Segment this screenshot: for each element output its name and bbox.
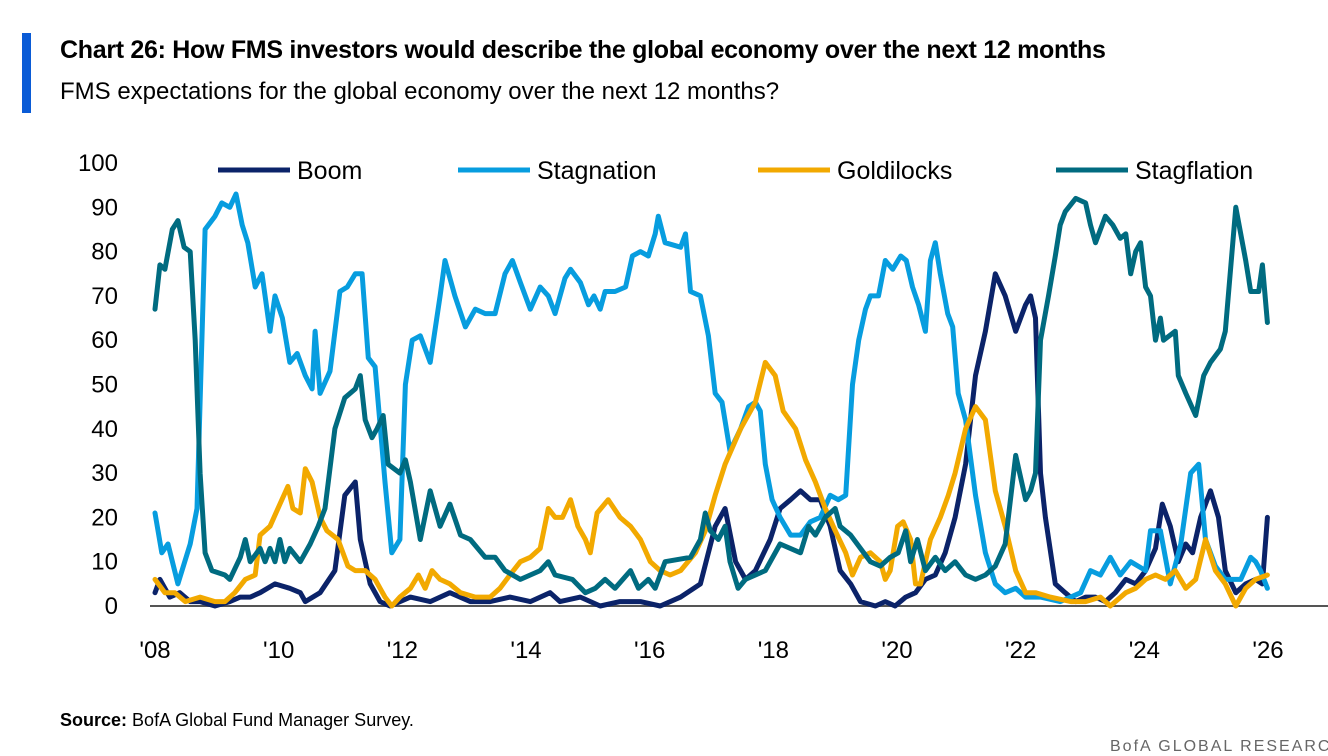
chart-subtitle: FMS expectations for the global economy … [60, 78, 780, 105]
source-note: Source: BofA Global Fund Manager Survey. [60, 710, 414, 731]
x-tick-label: '24 [1129, 637, 1160, 664]
legend-item-goldilocks: Goldilocks [758, 157, 952, 185]
legend-label: Boom [297, 157, 362, 185]
legend-label: Stagnation [537, 157, 657, 185]
x-tick-label: '14 [510, 637, 541, 664]
y-tick-label: 90 [91, 194, 118, 221]
x-tick-label: '10 [263, 637, 294, 664]
y-tick-label: 50 [91, 372, 118, 399]
x-tick-label: '26 [1252, 637, 1283, 664]
y-tick-label: 20 [91, 504, 118, 531]
legend-item-stagnation: Stagnation [458, 157, 657, 185]
legend-item-boom: Boom [218, 157, 362, 185]
y-tick-label: 60 [91, 327, 118, 354]
legend-item-stagflation: Stagflation [1056, 157, 1253, 185]
legend-label: Goldilocks [837, 157, 952, 185]
title-accent-bar [22, 33, 31, 113]
x-tick-label: '20 [881, 637, 912, 664]
legend-label: Stagflation [1135, 157, 1253, 185]
legend: Boom Stagnation Goldilocks Stagflation [218, 157, 1253, 185]
y-tick-label: 30 [91, 460, 118, 487]
x-axis-ticks: '08 '10 '12 '14 '16 '18 '20 '22 '24 '26 [139, 637, 1283, 664]
x-tick-label: '18 [758, 637, 789, 664]
brand-watermark: BofA GLOBAL RESEARCH [1110, 738, 1328, 755]
y-tick-label: 80 [91, 239, 118, 266]
y-tick-label: 70 [91, 283, 118, 310]
source-label: Source: [60, 710, 128, 730]
series-line-stagflation [152, 195, 1270, 596]
source-text: BofA Global Fund Manager Survey. [132, 710, 414, 730]
series-lines [152, 191, 1270, 609]
series-line-boom [152, 271, 1270, 609]
y-tick-label: 0 [105, 593, 118, 620]
y-tick-label: 40 [91, 416, 118, 443]
y-axis-ticks: 0 10 20 30 40 50 60 70 80 90 100 [78, 150, 118, 620]
series-line-goldilocks [152, 359, 1270, 609]
x-tick-label: '16 [634, 637, 665, 664]
series-line-stagnation [152, 191, 1270, 605]
x-tick-label: '08 [139, 637, 170, 664]
x-tick-label: '12 [387, 637, 418, 664]
y-tick-label: 10 [91, 549, 118, 576]
chart-title: Chart 26: How FMS investors would descri… [60, 36, 1106, 64]
y-tick-label: 100 [78, 150, 118, 177]
x-tick-label: '22 [1005, 637, 1036, 664]
